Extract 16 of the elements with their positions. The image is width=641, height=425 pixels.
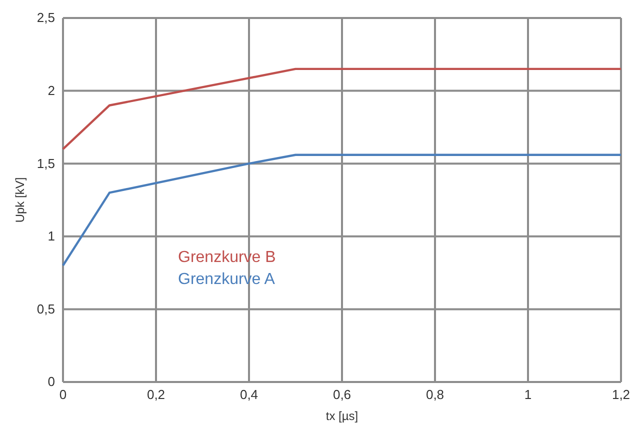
y-axis-title: Upk [kV]	[13, 177, 27, 223]
x-tick-label: 0,2	[146, 387, 166, 402]
x-tick-label: 0,8	[426, 387, 444, 402]
y-tick-label: 2,5	[36, 10, 55, 26]
y-tick-label: 1	[48, 228, 55, 244]
y-tick-label: 0	[48, 374, 55, 390]
line-series	[62, 154, 622, 267]
y-tick-label: 0,5	[36, 301, 55, 316]
x-axis-title: tx [µs]	[326, 409, 358, 423]
x-tick-label: 0	[59, 387, 67, 402]
x-tick-label: 1	[524, 387, 532, 402]
x-tick-label: 0,4	[240, 387, 258, 402]
y-tick-label: 1,5	[36, 156, 55, 171]
x-tick-label: 0,6	[332, 387, 352, 402]
x-tick-label: 1,2	[612, 387, 630, 402]
y-tick-label: 2	[48, 82, 55, 98]
